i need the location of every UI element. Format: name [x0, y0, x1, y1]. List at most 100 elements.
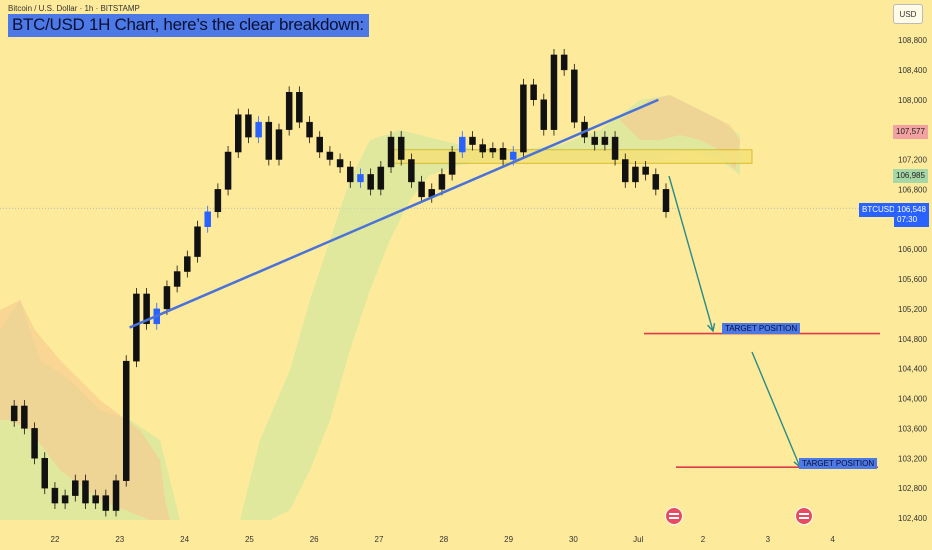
- candle-body: [112, 480, 120, 511]
- price-tick-label: 102,400: [898, 514, 927, 523]
- candle-body: [499, 148, 507, 160]
- candle-body: [520, 84, 527, 153]
- candle-body: [509, 151, 517, 160]
- candle-body: [51, 487, 59, 504]
- price-tick-label: 106,800: [898, 185, 927, 194]
- candle-body: [316, 136, 323, 153]
- price-tick-label: 104,000: [898, 395, 927, 404]
- target-position-label-2[interactable]: TARGET POSITION: [799, 458, 878, 469]
- candle-body: [642, 166, 649, 175]
- price-tick-label: 105,200: [898, 305, 927, 314]
- time-tick-label: 23: [115, 535, 124, 544]
- candle-body: [550, 54, 558, 130]
- time-tick-label: 28: [439, 535, 448, 544]
- currency-button[interactable]: USD: [893, 4, 923, 24]
- price-tag-resistance: 107,577: [893, 125, 928, 139]
- time-tick-label: 3: [766, 535, 771, 544]
- candle-body: [184, 256, 191, 272]
- candle-body: [306, 121, 313, 138]
- symbol-badge: BTCUSD: [859, 203, 898, 217]
- economic-event-icon-2[interactable]: [795, 507, 813, 525]
- price-tick-label: 108,400: [898, 66, 927, 75]
- candle-body: [255, 121, 262, 138]
- candle-body: [652, 174, 660, 190]
- target-position-label-1[interactable]: TARGET POSITION: [722, 323, 801, 334]
- candle-body: [601, 136, 609, 145]
- candle-body: [82, 480, 89, 504]
- candle-body: [459, 136, 466, 153]
- resistance-zone: [389, 149, 753, 164]
- time-tick-label: 2: [701, 535, 706, 544]
- candle-body: [367, 174, 374, 190]
- bar-countdown: 07:30: [897, 215, 918, 224]
- candle-body: [122, 360, 130, 481]
- price-tick-label: 102,800: [898, 484, 927, 493]
- candle-body: [438, 174, 446, 190]
- price-tick-label: 103,600: [898, 424, 927, 433]
- candle-body: [408, 159, 415, 183]
- symbol-info: Bitcoin / U.S. Dollar · 1h · BITSTAMP: [8, 4, 140, 13]
- candle-body: [530, 84, 537, 100]
- candle-body: [285, 92, 293, 130]
- current-price-tag: 106,548 07:30: [894, 203, 929, 227]
- candle-body: [204, 211, 211, 227]
- candle-body: [31, 428, 38, 459]
- candle-body: [469, 136, 476, 145]
- time-tick-label: 22: [51, 535, 60, 544]
- candle-body: [143, 293, 150, 325]
- price-tag-support: 106,985: [893, 169, 928, 183]
- current-price-value: 106,548: [897, 205, 926, 214]
- candle-body: [92, 495, 99, 504]
- candle-body: [611, 136, 619, 160]
- candle-body: [21, 405, 28, 429]
- candle-body: [418, 181, 425, 198]
- down-arrow-1-head: [707, 323, 716, 333]
- price-tick-label: 108,800: [898, 36, 927, 45]
- time-tick-label: 25: [245, 535, 254, 544]
- candle-body: [163, 286, 171, 310]
- candle-body: [10, 405, 18, 422]
- candle-body: [275, 129, 283, 160]
- price-tick-label: 105,600: [898, 275, 927, 284]
- time-tick-label: 26: [310, 535, 319, 544]
- candle-body: [102, 495, 110, 511]
- candle-body: [173, 271, 181, 287]
- candle-body: [540, 99, 548, 130]
- ascending-trendline: [129, 98, 659, 329]
- candle-body: [336, 159, 344, 168]
- candle-body: [397, 136, 405, 160]
- chart-headline: BTC/USD 1H Chart, here’s the clear break…: [8, 14, 369, 37]
- economic-event-icon-1[interactable]: [665, 507, 683, 525]
- candle-body: [245, 114, 252, 138]
- candle-body: [377, 166, 385, 190]
- ichimoku-cloud-bearish-2: [620, 95, 740, 170]
- candle-body: [622, 159, 629, 183]
- candle-body: [560, 54, 568, 71]
- price-tick-label: 106,000: [898, 245, 927, 254]
- price-tick-label: 104,800: [898, 335, 927, 344]
- time-tick-label: 30: [569, 535, 578, 544]
- candle-body: [133, 293, 140, 362]
- down-arrow-1: [668, 175, 714, 332]
- candle-body: [265, 121, 273, 160]
- candle-body: [448, 151, 456, 175]
- price-tick-label: 104,400: [898, 365, 927, 374]
- price-tick-label: 103,200: [898, 454, 927, 463]
- candle-body: [224, 151, 232, 190]
- candle-body: [489, 148, 497, 153]
- candle-body: [479, 144, 486, 153]
- candle-body: [326, 151, 334, 160]
- candle-body: [571, 69, 578, 123]
- time-tick-label: 27: [375, 535, 384, 544]
- time-tick-label: Jul: [633, 535, 643, 544]
- candle-body: [296, 92, 303, 123]
- candle-body: [632, 166, 639, 183]
- candle-body: [387, 136, 395, 168]
- candle-body: [234, 114, 242, 153]
- candle-body: [357, 174, 364, 183]
- price-tick-label: 107,200: [898, 156, 927, 165]
- candle-body: [662, 189, 670, 213]
- price-tick-label: 108,000: [898, 96, 927, 105]
